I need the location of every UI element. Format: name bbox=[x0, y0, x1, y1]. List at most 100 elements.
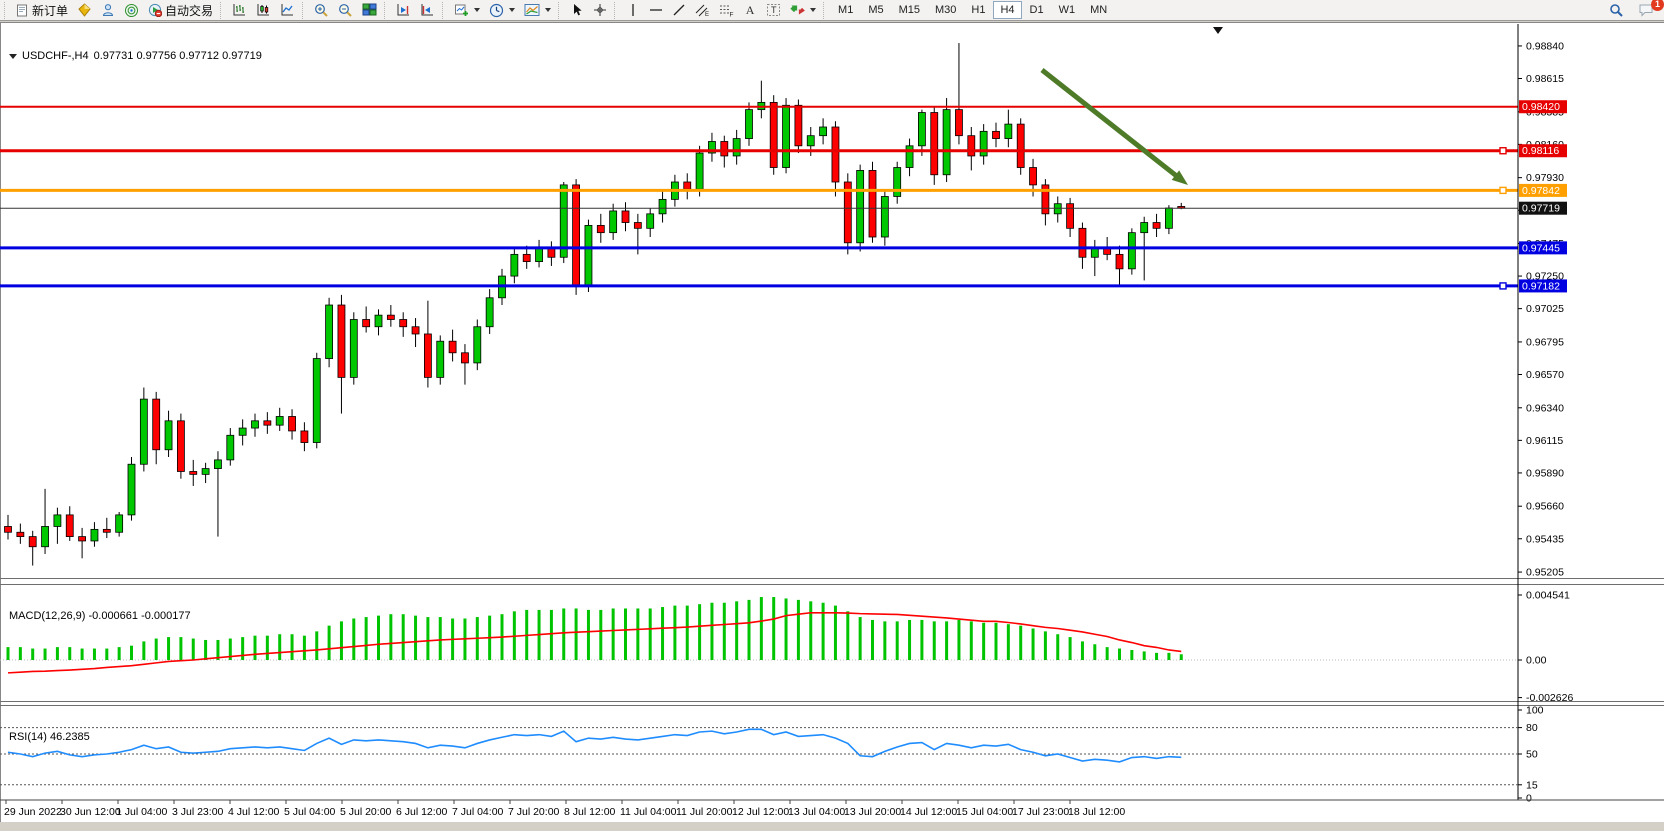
new-chart-button[interactable] bbox=[450, 1, 484, 20]
svg-text:13 Jul 20:00: 13 Jul 20:00 bbox=[844, 806, 901, 818]
horizontal-line-tool-button[interactable] bbox=[645, 1, 667, 20]
text-label-icon: T bbox=[767, 4, 781, 16]
candlesticks bbox=[4, 43, 1186, 566]
rsi-panel[interactable]: 100 80 50 15 0 bbox=[0, 705, 1544, 805]
candlestick-icon bbox=[257, 4, 270, 16]
chart-ohlc-values: 0.97731 0.97756 0.97712 0.97719 bbox=[93, 50, 262, 62]
text-tool-button[interactable]: A bbox=[739, 1, 761, 20]
timeframe-m30-button[interactable]: M30 bbox=[935, 4, 957, 16]
signals-button[interactable] bbox=[120, 1, 143, 20]
panel-separators[interactable] bbox=[0, 578, 1664, 706]
timeframe-d1-button[interactable]: D1 bbox=[1029, 4, 1044, 16]
vertical-line-tool-button[interactable] bbox=[622, 1, 644, 20]
svg-text:17 Jul 23:00: 17 Jul 23:00 bbox=[1012, 806, 1069, 818]
notifications-button[interactable]: 1 bbox=[1634, 0, 1664, 20]
svg-text:0.97930: 0.97930 bbox=[1526, 172, 1564, 184]
trendline-tool-button[interactable] bbox=[668, 1, 690, 20]
equidistant-channel-tool-button[interactable]: E bbox=[691, 1, 714, 20]
toolbar-separator bbox=[302, 1, 307, 19]
trend-arrow-annotation[interactable] bbox=[1040, 68, 1188, 185]
svg-text:0.95205: 0.95205 bbox=[1526, 567, 1564, 579]
auto-scroll-button[interactable] bbox=[416, 1, 439, 20]
macd-values: -0.000661 -0.000177 bbox=[88, 610, 191, 622]
level-handle[interactable] bbox=[1499, 186, 1507, 195]
chart-shift-button[interactable] bbox=[392, 1, 415, 20]
chart-title[interactable]: USDCHF-,H4 0.97731 0.97756 0.97712 0.977… bbox=[9, 50, 262, 62]
chart-dropdown-icon[interactable] bbox=[9, 53, 17, 59]
channel-icon: E bbox=[695, 4, 709, 17]
timeframe-m1-button[interactable]: M1 bbox=[838, 4, 854, 16]
toolbar-separator bbox=[558, 1, 563, 19]
svg-text:F: F bbox=[730, 12, 734, 18]
market-watch-button[interactable] bbox=[73, 1, 96, 20]
svg-text:1 Jul 04:00: 1 Jul 04:00 bbox=[116, 806, 168, 818]
macd-indicator-label: MACD(12,26,9) -0.000661 -0.000177 bbox=[9, 610, 191, 622]
macd-signal-line bbox=[7, 611, 1182, 674]
zoom-out-button[interactable] bbox=[334, 1, 357, 20]
price-badge bbox=[1519, 144, 1567, 158]
timeframe-h1-button[interactable]: H1 bbox=[971, 4, 986, 16]
timeframe-w1-button[interactable]: W1 bbox=[1058, 4, 1076, 16]
search-button[interactable] bbox=[1605, 1, 1628, 20]
svg-text:0: 0 bbox=[1526, 793, 1532, 805]
timeframe-h4-button[interactable]: H4 bbox=[993, 1, 1022, 19]
price-axis[interactable]: 0.988400.986150.983850.981600.979300.977… bbox=[1517, 24, 1567, 800]
new-order-button[interactable]: 新订单 bbox=[12, 1, 72, 20]
timeframe-m5-button[interactable]: M5 bbox=[868, 4, 884, 16]
svg-text:0.98420: 0.98420 bbox=[1522, 101, 1560, 113]
svg-text:11 Jul 20:00: 11 Jul 20:00 bbox=[676, 806, 733, 818]
bar-shift-marker[interactable] bbox=[1213, 27, 1223, 34]
crosshair-tool-button[interactable] bbox=[589, 1, 611, 20]
text-label-tool-button[interactable]: T bbox=[762, 1, 785, 20]
periods-button[interactable] bbox=[485, 1, 519, 20]
autotrading-button[interactable]: 自动交易 bbox=[144, 1, 217, 20]
templates-button[interactable] bbox=[520, 1, 555, 20]
line-chart-type-button[interactable] bbox=[276, 1, 299, 20]
price-badge bbox=[1519, 201, 1567, 215]
horizontal-level-lines[interactable] bbox=[0, 105, 1518, 290]
svg-text:0.97182: 0.97182 bbox=[1522, 280, 1560, 292]
candlestick-chart-type-button[interactable] bbox=[252, 1, 275, 20]
zoom-in-icon bbox=[315, 3, 328, 17]
price-badge bbox=[1519, 100, 1567, 114]
chevron-down-icon bbox=[474, 8, 481, 12]
bar-chart-icon bbox=[233, 4, 246, 16]
bar-chart-type-button[interactable] bbox=[228, 1, 251, 20]
toolbar-separator bbox=[220, 1, 225, 19]
toolbar-separator bbox=[384, 1, 389, 19]
community-button[interactable] bbox=[97, 1, 119, 20]
new-order-icon bbox=[17, 4, 27, 16]
zoom-in-button[interactable] bbox=[310, 1, 333, 20]
svg-text:0.98615: 0.98615 bbox=[1526, 73, 1564, 85]
chart-symbol-label: USDCHF-,H4 bbox=[22, 50, 89, 62]
trendline-icon bbox=[673, 4, 685, 16]
timeframe-m15-button[interactable]: M15 bbox=[898, 4, 920, 16]
svg-text:0.96340: 0.96340 bbox=[1526, 402, 1564, 414]
svg-text:8 Jul 12:00: 8 Jul 12:00 bbox=[564, 806, 616, 818]
svg-text:3 Jul 23:00: 3 Jul 23:00 bbox=[172, 806, 224, 818]
svg-text:0.00: 0.00 bbox=[1526, 655, 1547, 667]
clock-icon bbox=[489, 3, 504, 17]
svg-text:18 Jul 12:00: 18 Jul 12:00 bbox=[1068, 806, 1125, 818]
timeframe-mn-button[interactable]: MN bbox=[1090, 4, 1108, 16]
autotrading-icon bbox=[148, 3, 163, 17]
rsi-name: RSI(14) bbox=[9, 731, 47, 743]
toolbar-drag-handle bbox=[4, 1, 9, 19]
svg-text:E: E bbox=[705, 12, 709, 17]
cursor-tool-button[interactable] bbox=[566, 1, 588, 20]
level-handle[interactable] bbox=[1499, 282, 1507, 290]
level-handle[interactable] bbox=[1499, 147, 1507, 155]
macd-panel[interactable]: 0.004541 0.00 -0.002626 bbox=[0, 590, 1573, 705]
sonar-icon bbox=[125, 3, 139, 17]
tile-windows-button[interactable] bbox=[358, 1, 381, 20]
svg-text:0.97842: 0.97842 bbox=[1522, 185, 1560, 197]
price-badge bbox=[1519, 183, 1567, 197]
fibonacci-tool-button[interactable]: F bbox=[715, 1, 738, 20]
svg-text:7 Jul 04:00: 7 Jul 04:00 bbox=[452, 806, 504, 818]
chart-shift-icon bbox=[397, 4, 410, 16]
template-icon bbox=[524, 4, 540, 16]
svg-text:0.96795: 0.96795 bbox=[1526, 336, 1564, 348]
arrows-tool-button[interactable] bbox=[786, 1, 820, 20]
